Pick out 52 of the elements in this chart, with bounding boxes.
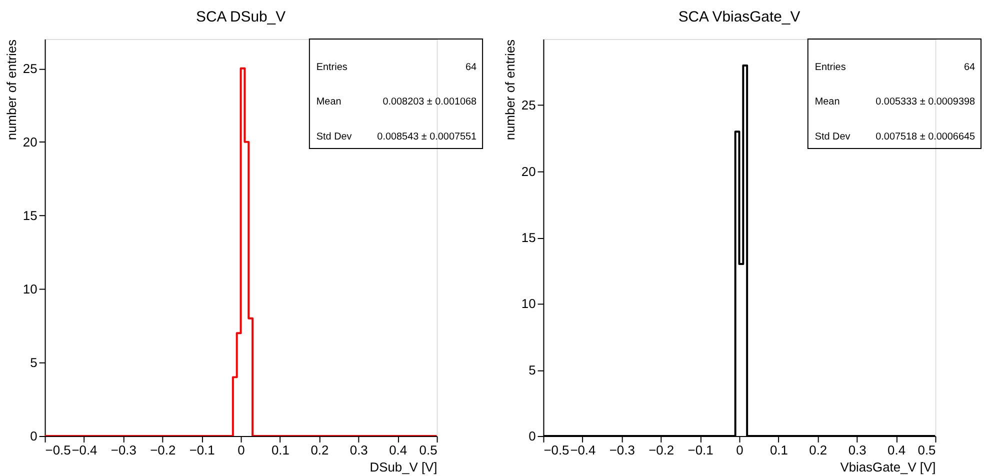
x-tick-label: 0.3: [848, 442, 866, 458]
annotation: Std Dev: [316, 132, 352, 143]
y-tick-label: 20: [22, 134, 38, 150]
x-tick-label: −0.3: [110, 442, 136, 458]
x-tick-label: 0.5: [419, 442, 438, 458]
x-tick-label: −0.1: [688, 442, 714, 458]
x-tick-label: 0.2: [809, 442, 828, 458]
y-tick-label: 15: [521, 230, 536, 245]
x-tick-label: −0.2: [648, 442, 674, 458]
x-tick-label: 0.5: [918, 442, 936, 458]
x-tick-label: 0.3: [350, 442, 368, 458]
y-tick-label: 5: [30, 354, 38, 370]
annotation: 0.008543 ± 0.0007551: [377, 132, 478, 143]
x-tick-label: 0.1: [271, 442, 290, 458]
x-axis-title: VbiasGate_V [V]: [840, 459, 936, 474]
annotation: Mean: [316, 96, 342, 108]
y-tick-label: 10: [22, 281, 38, 296]
annotation: Entries: [814, 62, 846, 73]
x-tick-label: 0.4: [389, 442, 408, 458]
x-tick-label: −0.4: [570, 442, 596, 458]
y-tick-label: 25: [22, 60, 38, 76]
x-tick-label: 0: [238, 442, 245, 458]
x-axis-title: DSub_V [V]: [370, 459, 438, 474]
x-tick-label: 0.2: [310, 442, 329, 458]
x-tick-label: −0.5: [45, 442, 71, 458]
x-tick-label: −0.1: [189, 442, 215, 458]
x-tick-label: −0.4: [72, 442, 98, 458]
chart-title: SCA VbiasGate_V: [678, 8, 800, 26]
y-tick-label: 15: [22, 208, 38, 223]
chart-title: SCA DSub_V: [196, 8, 286, 26]
y-tick-label: 0: [30, 428, 38, 444]
x-tick-label: −0.3: [609, 442, 635, 458]
annotation: 0.007518 ± 0.0006645: [876, 132, 976, 143]
x-tick-label: −0.2: [150, 442, 176, 458]
x-tick-label: 0.1: [770, 442, 788, 458]
annotation: 0.005333 ± 0.0009398: [876, 96, 976, 108]
x-tick-label: 0.4: [888, 442, 906, 458]
annotation: Entries: [316, 62, 348, 73]
x-tick-label: −0.5: [544, 442, 570, 458]
text: 64: [466, 62, 478, 73]
text: 64: [964, 62, 976, 73]
y-axis-title: number of entries: [4, 40, 19, 140]
y-tick-label: 5: [528, 362, 536, 378]
annotation: Mean: [814, 96, 840, 108]
y-tick-label: 0: [528, 428, 536, 444]
y-tick-label: 25: [521, 98, 536, 113]
annotation: 0.008203 ± 0.001068: [382, 96, 478, 108]
y-tick-label: 20: [521, 164, 536, 179]
x-tick-label: 0: [736, 442, 744, 458]
y-tick-label: 10: [521, 296, 536, 312]
annotation: Std Dev: [814, 132, 850, 143]
y-axis-title: number of entries: [502, 40, 518, 140]
